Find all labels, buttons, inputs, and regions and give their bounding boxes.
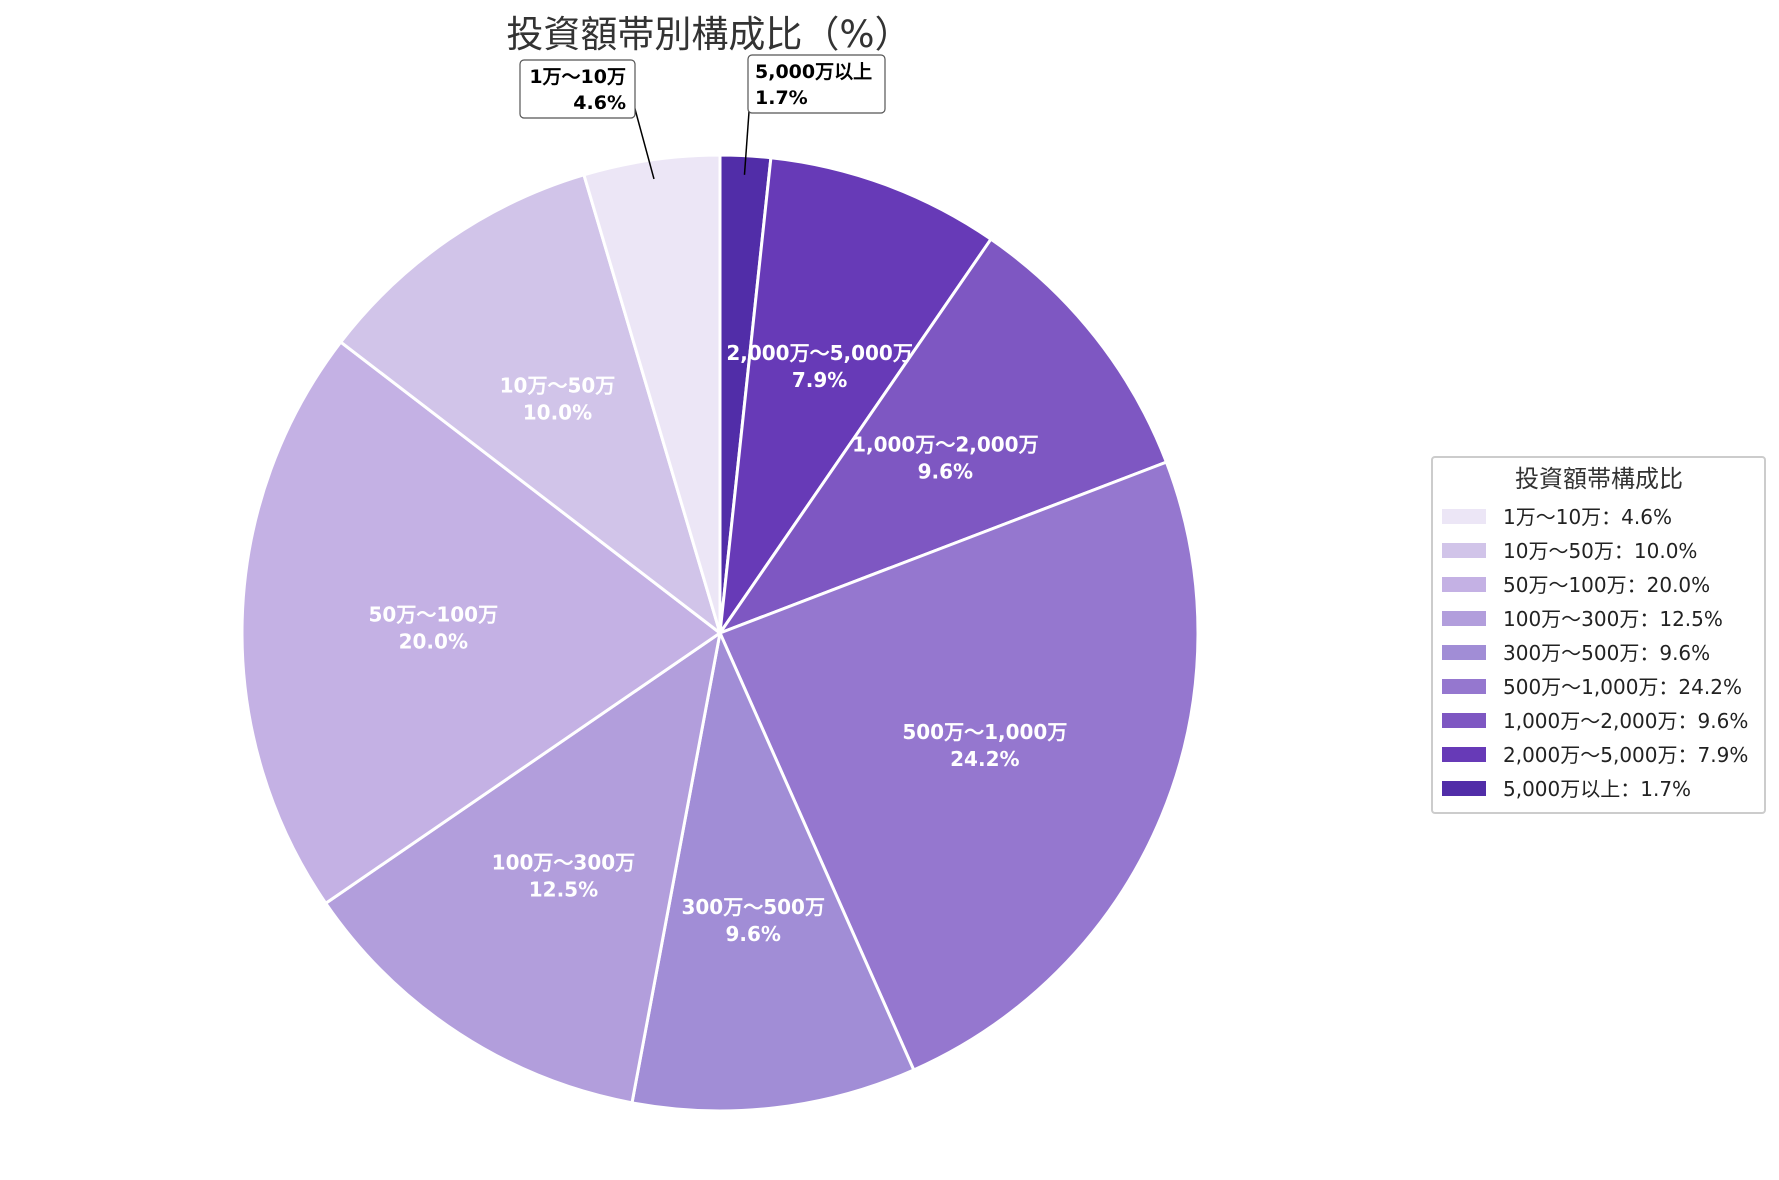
- legend-swatch-6: [1442, 679, 1486, 694]
- slice-value-5: 9.6%: [725, 922, 780, 946]
- chart-title: 投資額帯別構成比（%）: [506, 13, 911, 56]
- slice-value-3: 20.0%: [399, 629, 468, 653]
- legend-label-7: 1,000万～2,000万：9.6%: [1503, 709, 1748, 733]
- slice-value-2: 10.0%: [523, 401, 592, 425]
- slice-label-8: 2,000万～5,000万: [726, 341, 913, 365]
- legend-label-1: 1万～10万：4.6%: [1503, 505, 1672, 529]
- callout-label-1: 1万～10万: [529, 66, 626, 88]
- legend-swatch-9: [1442, 781, 1486, 796]
- pie-slice-labels: 10万～50万 10.0% 50万～100万 20.0% 100万～300万 12.5% 3…: [369, 341, 1068, 946]
- legend-label-2: 10万～50万：10.0%: [1503, 539, 1697, 563]
- callout-label-9: 5,000万以上: [755, 61, 872, 83]
- legend-label-8: 2,000万～5,000万：7.9%: [1503, 743, 1748, 767]
- pie-slice-6: [717, 460, 1200, 1072]
- legend-swatch-7: [1442, 713, 1486, 728]
- slice-label-3: 50万～100万: [369, 602, 499, 626]
- slice-value-7: 9.6%: [918, 460, 973, 484]
- legend-swatch-5: [1442, 645, 1486, 660]
- pie-slice-3: [240, 339, 723, 906]
- legend-label-5: 300万～500万：9.6%: [1503, 641, 1710, 665]
- legend-label-9: 5,000万以上：1.7%: [1503, 777, 1691, 801]
- pie-slice-1: [582, 153, 722, 634]
- legend-label-4: 100万～300万：12.5%: [1503, 607, 1723, 631]
- slice-label-2: 10万～50万: [500, 374, 616, 398]
- slice-label-7: 1,000万～2,000万: [852, 433, 1039, 457]
- pie-slice-8: [718, 156, 994, 634]
- slice-value-6: 24.2%: [950, 747, 1019, 771]
- pie-slices: [240, 153, 1200, 1113]
- legend-title: 投資額帯構成比: [1515, 465, 1683, 493]
- pie-callouts: 1万～10万 4.6% 5,000万以上 1.7%: [519, 54, 886, 180]
- slice-label-4: 100万～300万: [492, 850, 636, 874]
- callout-value-9: 1.7%: [755, 87, 808, 109]
- slice-label-6: 500万～1,000万: [902, 720, 1067, 744]
- slice-label-5: 300万～500万: [681, 895, 825, 919]
- pie-slice-5: [630, 627, 916, 1113]
- callout-value-1: 4.6%: [573, 92, 626, 114]
- legend: 投資額帯構成比 1万～10万：4.6% 10万～50万：10.0% 50万～100万…: [1431, 456, 1766, 814]
- pie-slice-4: [323, 629, 723, 1105]
- legend-swatch-2: [1442, 543, 1486, 558]
- legend-label-3: 50万～100万：20.0%: [1503, 573, 1710, 597]
- callout-line-1: [631, 97, 655, 180]
- legend-box: [1431, 456, 1766, 814]
- legend-swatch-4: [1442, 611, 1486, 626]
- legend-label-6: 500万～1,000万：24.2%: [1503, 675, 1742, 699]
- callout-box-9: [747, 54, 886, 114]
- pie-slice-7: [716, 237, 1169, 637]
- slice-value-4: 12.5%: [529, 877, 598, 901]
- pie-slice-2: [338, 172, 723, 638]
- slice-value-8: 7.9%: [792, 368, 847, 392]
- callout-box-1: [519, 59, 636, 119]
- legend-swatch-3: [1442, 577, 1486, 592]
- legend-swatch-1: [1442, 509, 1486, 524]
- legend-swatch-8: [1442, 747, 1486, 762]
- legend-items: 1万～10万：4.6% 10万～50万：10.0% 50万～100万：20.0% 10…: [1442, 505, 1748, 801]
